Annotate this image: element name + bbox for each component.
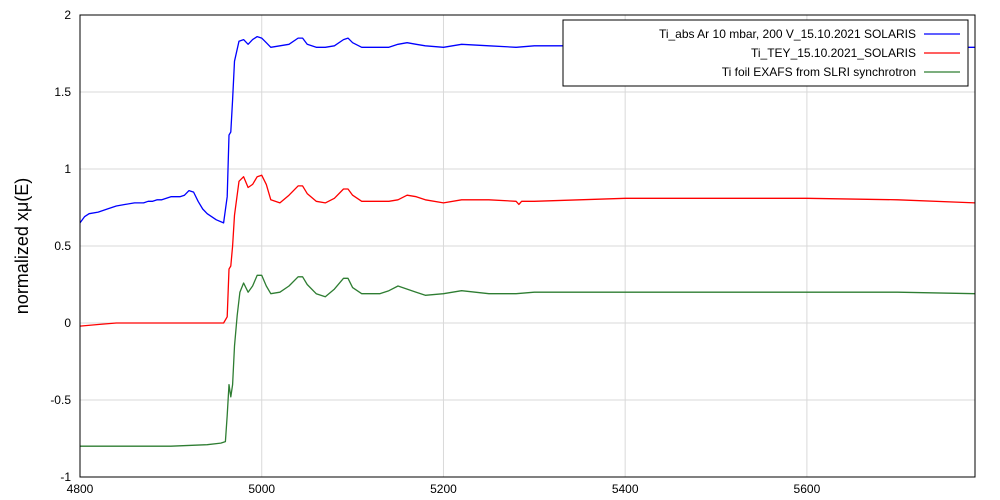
y-tick-label: -0.5 xyxy=(50,393,71,407)
y-tick-label: 2 xyxy=(64,8,71,22)
legend-label-3: Ti foil EXAFS from SLRI synchrotron xyxy=(722,65,916,79)
series-line-3 xyxy=(80,274,976,447)
grid xyxy=(80,15,975,477)
y-tick-label: 0 xyxy=(64,316,71,330)
plot-frame xyxy=(79,14,976,478)
x-tick-label: 5000 xyxy=(248,482,275,496)
y-tick-label: 1 xyxy=(64,162,71,176)
legend-box xyxy=(562,19,969,87)
legend-label-1: Ti_abs Ar 10 mbar, 200 V_15.10.2021 SOLA… xyxy=(659,27,916,41)
x-tick-label: 5200 xyxy=(430,482,457,496)
legend-label-2: Ti_TEY_15.10.2021_SOLARIS xyxy=(751,46,916,60)
x-tick-label: 5600 xyxy=(794,482,821,496)
legend: Ti_abs Ar 10 mbar, 200 V_15.10.2021 SOLA… xyxy=(562,19,969,87)
tick-labels: 4800 5000 5200 5400 5600 -1 -0.5 0 0.5 1 1.5 2 xyxy=(50,8,820,496)
x-tick-label: 5400 xyxy=(612,482,639,496)
y-axis-label: normalized xμ(E) xyxy=(12,178,32,314)
y-tick-label: 1.5 xyxy=(54,85,71,99)
y-tick-label: -1 xyxy=(60,470,71,484)
y-tick-label: 0.5 xyxy=(54,239,71,253)
x-tick-label: 4800 xyxy=(67,482,94,496)
series-line-2 xyxy=(79,174,976,327)
series-lines xyxy=(79,35,976,447)
series-line-1 xyxy=(79,35,975,224)
